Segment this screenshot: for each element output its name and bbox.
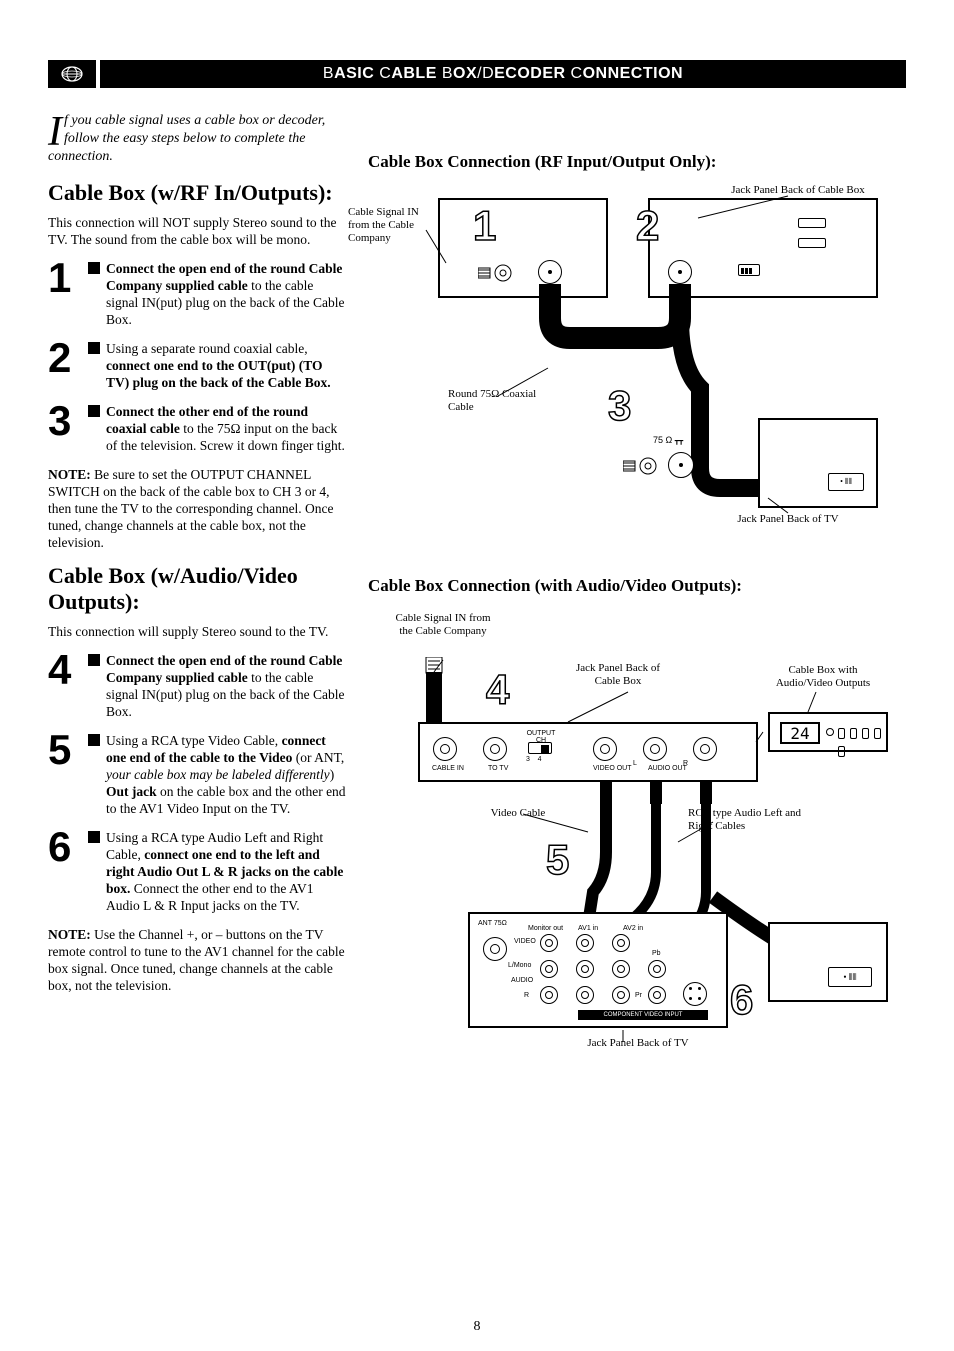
av-port — [540, 960, 558, 978]
step-accent-icon — [88, 405, 100, 417]
coax-connector-icon — [623, 456, 663, 476]
av-port — [576, 986, 594, 1004]
step-number: 1 — [48, 260, 88, 296]
label-monitor: Monitor out — [528, 925, 563, 932]
step-accent-icon — [88, 342, 100, 354]
intro-dropcap: I — [48, 116, 62, 148]
label-75ohm: 75 Ω ┳┳ — [653, 434, 683, 448]
tv-port-icon: • ⦀⦀ — [828, 967, 872, 987]
label-av1: AV1 in — [578, 925, 598, 932]
av-port — [612, 960, 630, 978]
av-port — [576, 934, 594, 952]
step-body: Using a RCA type Audio Left and Right Ca… — [106, 829, 348, 914]
tv-port-icon: • ⦀⦀ — [828, 473, 864, 491]
step-number: 3 — [48, 403, 88, 439]
label-r: R — [524, 992, 529, 999]
diagram-rf: Cable Signal IN from the Cable Company J… — [368, 188, 888, 548]
intro-rest: f you cable signal uses a cable box or d… — [48, 113, 325, 164]
label-jack-tv: Jack Panel Back of TV — [708, 513, 868, 526]
content-columns: I f you cable signal uses a cable box or… — [48, 112, 906, 1140]
step-body: Connect the open end of the round Cable … — [106, 260, 348, 328]
label-component: COMPONENT VIDEO INPUT — [578, 1010, 708, 1020]
header-title: BASIC CABLE BOX/DECODER CONNECTION — [100, 60, 906, 88]
step-1: 1 Connect the open end of the round Cabl… — [48, 260, 348, 328]
globe-icon — [59, 65, 85, 83]
step-accent-icon — [88, 262, 100, 274]
tv-front-box — [768, 922, 888, 1002]
diagram-av: Cable Signal IN from the Cable Company J… — [368, 612, 888, 1112]
label-lmono: L/Mono — [508, 962, 531, 969]
step-accent-icon — [88, 831, 100, 843]
step-5: 5 Using a RCA type Video Cable, connect … — [48, 732, 348, 817]
tv-back-box — [758, 418, 878, 508]
av-port — [576, 960, 594, 978]
callout-3: 3 — [608, 388, 631, 424]
page-header: BASIC CABLE BOX/DECODER CONNECTION — [48, 60, 906, 88]
step-body: Using a RCA type Video Cable, connect on… — [106, 732, 348, 817]
label-video: VIDEO — [514, 938, 536, 945]
body-text-av: This connection will supply Stereo sound… — [48, 623, 348, 640]
page-number: 8 — [0, 1319, 954, 1335]
callout-6: 6 — [730, 982, 753, 1018]
step-2: 2 Using a separate round coaxial cable, … — [48, 340, 348, 391]
av-port — [540, 934, 558, 952]
step-number: 2 — [48, 340, 88, 376]
av-port — [540, 986, 558, 1004]
diagram-title-rf: Cable Box Connection (RF Input/Output On… — [368, 152, 906, 172]
left-column: I f you cable signal uses a cable box or… — [48, 112, 348, 1140]
label-rca: RCA type Audio Left and Right Cables — [688, 807, 808, 833]
step-body: Connect the open end of the round Cable … — [106, 652, 348, 720]
label-av2: AV2 in — [623, 925, 643, 932]
label-audio: AUDIO — [511, 977, 533, 984]
label-jack-tv: Jack Panel Back of TV — [558, 1037, 718, 1050]
note-rf: NOTE: Be sure to set the OUTPUT CHANNEL … — [48, 466, 348, 551]
step-body: Connect the other end of the round coaxi… — [106, 403, 348, 454]
diagram-title-av: Cable Box Connection (with Audio/Video O… — [368, 576, 906, 596]
tv-ant-port — [483, 937, 507, 961]
intro-paragraph: I f you cable signal uses a cable box or… — [48, 112, 348, 166]
step-3: 3 Connect the other end of the round coa… — [48, 403, 348, 454]
right-column: Cable Box Connection (RF Input/Output On… — [368, 112, 906, 1140]
label-video-cable: Video Cable — [478, 807, 558, 820]
av-port — [648, 986, 666, 1004]
body-text-rf: This connection will NOT supply Stereo s… — [48, 214, 348, 248]
label-ant75: ANT 75Ω — [478, 920, 507, 927]
section-heading-rf: Cable Box (w/RF In/Outputs): — [48, 180, 348, 206]
step-accent-icon — [88, 654, 100, 666]
section-heading-av: Cable Box (w/Audio/Video Outputs): — [48, 563, 348, 615]
svideo-port — [683, 982, 707, 1006]
header-icon — [48, 60, 96, 88]
coax-port-icon — [668, 452, 694, 478]
step-accent-icon — [88, 734, 100, 746]
av-port — [648, 960, 666, 978]
note-av: NOTE: Use the Channel +, or – buttons on… — [48, 926, 348, 994]
step-number: 4 — [48, 652, 88, 688]
step-body: Using a separate round coaxial cable, co… — [106, 340, 348, 391]
av-port — [612, 934, 630, 952]
label-coax: Round 75Ω Coaxial Cable — [448, 388, 548, 414]
callout-5: 5 — [546, 842, 569, 878]
av-port — [612, 986, 630, 1004]
step-number: 6 — [48, 829, 88, 865]
step-number: 5 — [48, 732, 88, 768]
step-6: 6 Using a RCA type Audio Left and Right … — [48, 829, 348, 914]
step-4: 4 Connect the open end of the round Cabl… — [48, 652, 348, 720]
